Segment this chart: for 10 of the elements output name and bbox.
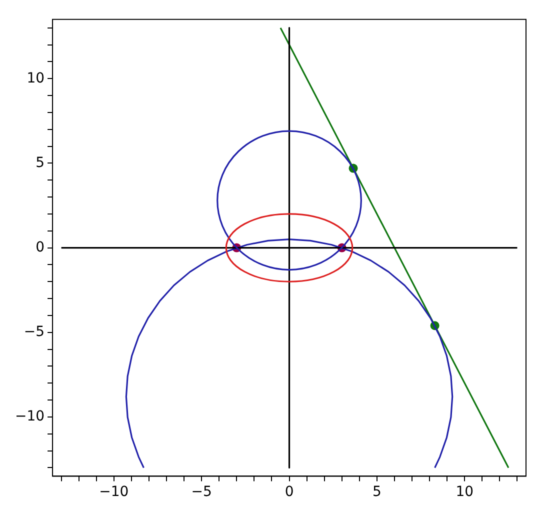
x-tick-label: 5 <box>372 484 382 500</box>
x-tick-label: −10 <box>99 484 129 500</box>
x-tick-label: −5 <box>191 484 212 500</box>
y-tick-label: −10 <box>15 408 45 425</box>
y-tick-label: 0 <box>36 239 45 256</box>
y-tick-label: 10 <box>26 70 45 86</box>
y-tick-label: 5 <box>36 154 45 171</box>
y-tick-label: −5 <box>24 324 45 340</box>
x-tick-label: 10 <box>456 484 474 500</box>
x-tick-label: 0 <box>284 484 294 500</box>
